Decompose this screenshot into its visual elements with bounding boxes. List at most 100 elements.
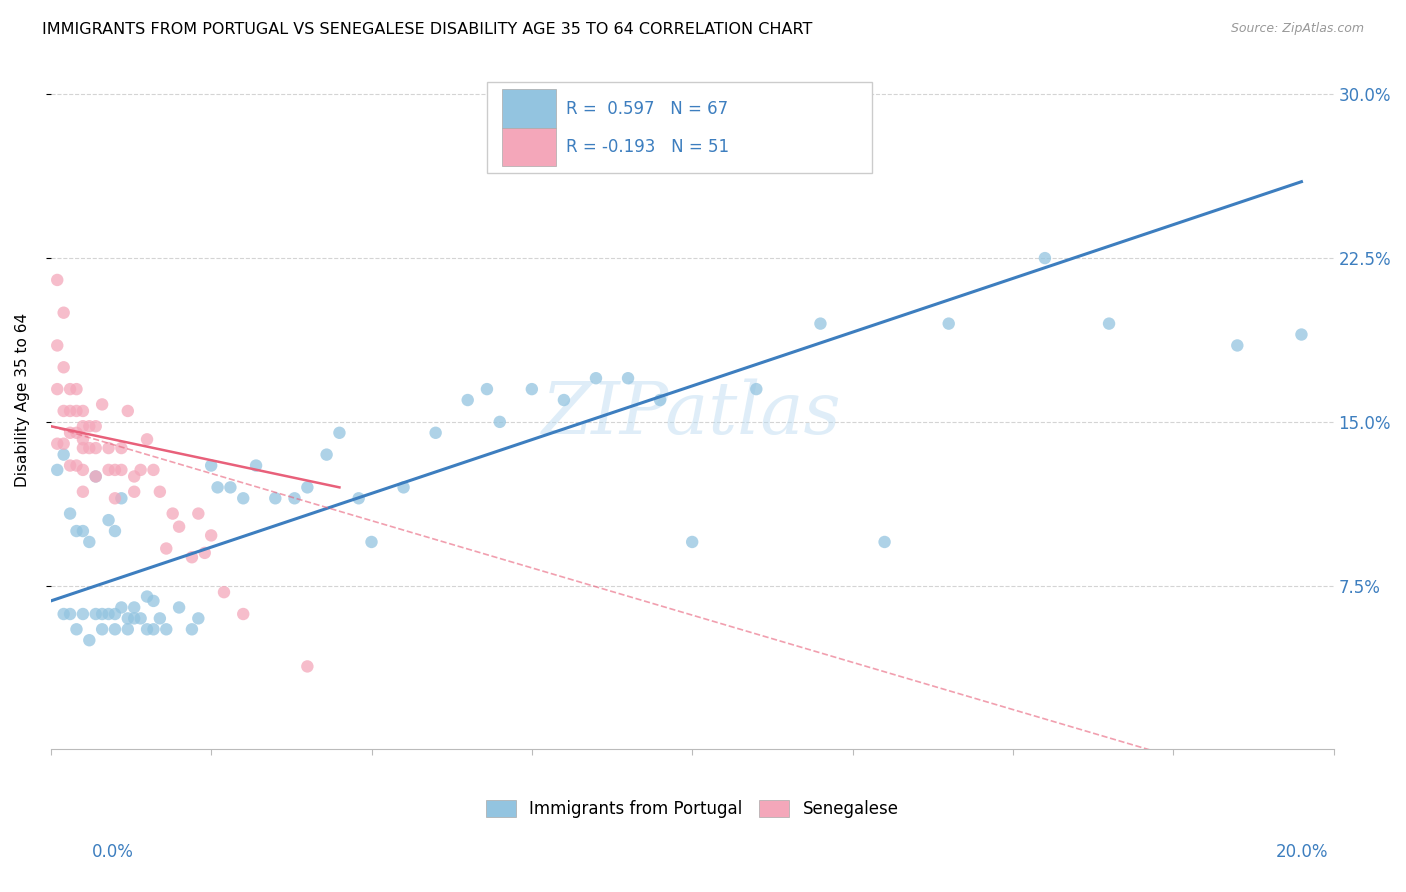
Point [155, 541, 177, 556]
Point [283, 491, 305, 506]
Point [97, 513, 120, 527]
Point [129, 463, 152, 477]
Point [65, 425, 87, 440]
Point [553, 392, 575, 407]
Point [117, 622, 139, 636]
Point [59, 607, 82, 621]
Point [297, 659, 319, 673]
Point [117, 404, 139, 418]
Point [72, 484, 94, 499]
Text: 20.0%: 20.0% [1277, 843, 1329, 861]
Point [745, 382, 768, 396]
Point [297, 480, 319, 494]
Point [84, 441, 107, 455]
Point [136, 433, 159, 447]
Point [200, 528, 222, 542]
Point [162, 507, 184, 521]
Point [72, 404, 94, 418]
Text: 0.0%: 0.0% [91, 843, 134, 861]
Point [84, 469, 107, 483]
Point [129, 611, 152, 625]
Point [65, 382, 87, 396]
Point [104, 524, 127, 538]
Point [681, 535, 703, 549]
Y-axis label: Disability Age 35 to 64: Disability Age 35 to 64 [15, 313, 30, 487]
Point [520, 382, 543, 396]
Point [1098, 317, 1121, 331]
Point [65, 458, 87, 473]
Point [72, 433, 94, 447]
Point [360, 535, 382, 549]
Point [91, 397, 114, 411]
Point [187, 507, 209, 521]
Text: ZIPatlas: ZIPatlas [543, 379, 842, 450]
Point [52, 607, 75, 621]
Point [425, 425, 447, 440]
Point [79, 535, 101, 549]
Text: IMMIGRANTS FROM PORTUGAL VS SENEGALESE DISABILITY AGE 35 TO 64 CORRELATION CHART: IMMIGRANTS FROM PORTUGAL VS SENEGALESE D… [42, 22, 813, 37]
Point [59, 425, 82, 440]
Point [617, 371, 640, 385]
Point [136, 622, 159, 636]
Point [72, 607, 94, 621]
Point [142, 463, 165, 477]
Point [117, 611, 139, 625]
Point [59, 404, 82, 418]
Point [328, 425, 350, 440]
Point [104, 491, 127, 506]
Point [1291, 327, 1313, 342]
Point [136, 590, 159, 604]
Point [264, 491, 287, 506]
Point [52, 360, 75, 375]
Point [79, 633, 101, 648]
Point [648, 392, 671, 407]
Point [938, 317, 960, 331]
Point [219, 480, 242, 494]
Point [59, 458, 82, 473]
Point [122, 469, 145, 483]
Point [110, 491, 132, 506]
Point [122, 600, 145, 615]
Point [59, 507, 82, 521]
Point [104, 622, 127, 636]
Point [232, 607, 254, 621]
Text: R = -0.193   N = 51: R = -0.193 N = 51 [567, 138, 730, 156]
Text: Source: ZipAtlas.com: Source: ZipAtlas.com [1230, 22, 1364, 36]
Point [46, 436, 69, 450]
Point [52, 448, 75, 462]
Point [104, 463, 127, 477]
Point [392, 480, 415, 494]
Point [187, 611, 209, 625]
Point [347, 491, 370, 506]
Point [110, 600, 132, 615]
Point [122, 611, 145, 625]
Legend: Immigrants from Portugal, Senegalese: Immigrants from Portugal, Senegalese [479, 793, 905, 825]
Point [122, 484, 145, 499]
Point [1033, 251, 1056, 265]
Point [84, 419, 107, 434]
Point [79, 441, 101, 455]
Point [97, 441, 120, 455]
Point [72, 441, 94, 455]
Point [59, 382, 82, 396]
Point [91, 622, 114, 636]
FancyBboxPatch shape [486, 82, 872, 173]
Point [200, 458, 222, 473]
Point [52, 436, 75, 450]
Point [245, 458, 267, 473]
Point [810, 317, 832, 331]
Point [46, 463, 69, 477]
Point [52, 306, 75, 320]
Point [232, 491, 254, 506]
Point [97, 463, 120, 477]
Point [65, 404, 87, 418]
Point [72, 419, 94, 434]
Point [142, 622, 165, 636]
Point [167, 600, 190, 615]
Point [84, 469, 107, 483]
Point [110, 463, 132, 477]
Point [110, 441, 132, 455]
Point [873, 535, 896, 549]
FancyBboxPatch shape [502, 128, 557, 166]
Point [585, 371, 607, 385]
